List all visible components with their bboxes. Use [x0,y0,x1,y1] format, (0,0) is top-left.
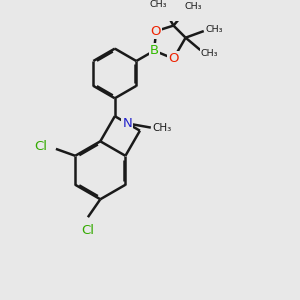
Text: CH₃: CH₃ [200,49,218,58]
Text: Cl: Cl [81,224,94,238]
Text: Cl: Cl [34,140,47,153]
Text: B: B [150,44,159,57]
Text: CH₃: CH₃ [149,0,167,9]
Text: CH₃: CH₃ [152,123,171,133]
Text: O: O [168,52,179,65]
Text: CH₃: CH₃ [206,25,224,34]
Text: N: N [122,117,132,130]
Text: O: O [151,25,161,38]
Text: CH₃: CH₃ [184,2,202,11]
